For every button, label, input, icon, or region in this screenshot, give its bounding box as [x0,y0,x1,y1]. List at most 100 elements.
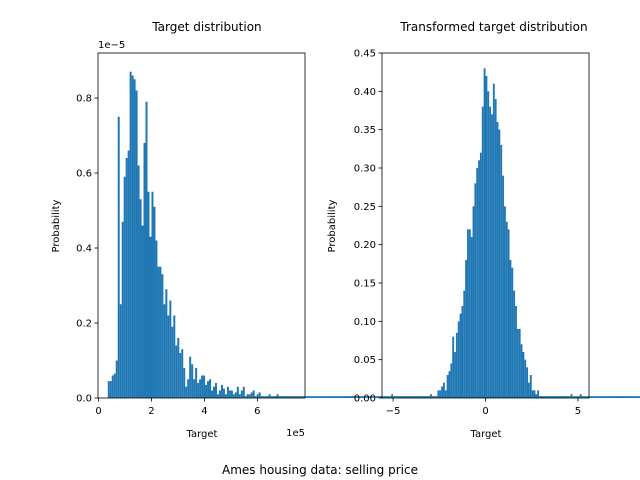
left-histogram-bar [419,396,422,399]
right-histogram-bar [454,352,456,398]
left-histogram-bar [411,396,414,399]
right-histogram-bar [529,375,532,398]
right-histogram-bar [500,145,503,398]
figure-suptitle: Ames housing data: selling price [222,463,418,477]
left-histogram-bar [314,396,317,399]
left-histogram-bar [159,266,162,398]
left-histogram-bar [318,396,321,399]
left-histogram-bar [181,349,184,398]
left-histogram-bar [187,379,190,398]
right-histogram-bar [516,329,519,398]
left-histogram-bar [369,396,372,399]
left-histogram-bar [125,158,128,398]
right-histogram-bar [522,352,525,398]
right-histogram-bar [459,313,462,398]
right-y-tick-label: 0.20 [354,240,376,251]
left-histogram-bar [421,396,424,399]
left-histogram-bar [270,396,273,399]
left-histogram-bar [413,396,416,399]
left-histogram-bar [171,326,174,398]
left-histogram-bar [147,191,150,398]
left-histogram-bar [137,165,140,398]
left-histogram-bar [121,221,124,398]
right-x-tick-label: −5 [386,406,401,417]
left-histogram-bar [242,386,245,398]
left-histogram-bar [115,360,118,398]
left-histogram-bar [149,236,152,398]
right-histogram-bar [391,394,394,398]
left-histogram-bar [312,396,315,399]
right-histogram-bar [463,290,466,398]
left-histogram-bar [427,396,430,399]
left-histogram-bar [324,396,327,399]
left-histogram-bar [131,75,134,398]
left-histogram-bar [113,373,116,399]
right-histogram-bar [503,206,506,398]
left-histogram-bar [260,396,263,399]
left-histogram-bar [359,396,362,399]
left-histogram-bar [610,396,613,399]
left-histogram-bar [205,384,208,399]
left-histogram-bar [143,143,146,398]
left-histogram-bar [238,394,241,398]
right-histogram-bar [448,371,451,398]
right-panel: Transformed target distribution −5 0 5 0.0… [327,20,590,440]
left-x-tick-label: 6 [254,406,260,417]
right-histogram-bar [444,390,447,398]
left-histogram-bar [244,396,247,399]
left-histogram-bar [334,396,337,399]
left-histogram-bar [141,225,144,398]
right-histogram-bar [465,260,468,398]
left-histogram-bar [350,396,352,399]
left-histogram-bar [278,396,281,399]
left-histogram-bar [544,396,547,399]
left-histogram-bar [383,396,386,399]
left-histogram-bar [107,381,110,399]
left-histogram-bar [576,396,579,399]
left-histogram-bar [123,176,126,398]
left-x-ticks: 0 2 4 6 [95,398,261,417]
left-histogram-bar [232,394,235,398]
left-y-ticks: 0.0 0.2 0.4 0.6 0.8 [76,94,98,405]
left-histogram-bar [145,101,148,398]
left-histogram-bar [129,71,132,398]
left-histogram-bar [169,300,172,398]
left-histogram-bar [385,396,388,399]
left-histogram-bar [415,396,418,399]
left-histogram-bar [258,392,261,399]
left-histogram-bar [308,396,311,399]
left-histogram-bar [556,396,559,399]
left-histogram-bar [218,390,221,398]
left-histogram-bar [302,396,305,399]
right-y-tick-label: 0.10 [354,317,376,328]
left-histogram-bar [109,381,112,399]
left-histogram-bar [284,396,287,399]
left-histogram-bar [582,396,585,399]
left-histogram-bar [389,396,392,399]
right-histogram-bar [446,375,449,398]
left-histogram-bar [236,386,239,398]
right-y-tick-label: 0.45 [354,49,376,60]
left-histogram-bar [189,356,192,398]
left-histogram-bar [300,396,303,399]
left-histogram-bar [133,79,136,398]
left-histogram-bar [288,396,291,399]
left-histogram-bar [177,338,180,398]
right-histogram-bar [437,390,440,398]
left-x-offset-text: 1e5 [286,428,305,439]
left-histogram-bar [554,396,557,399]
left-histogram-bar [207,381,210,399]
right-y-tick-label: 0.35 [354,125,376,136]
right-y-ticks: 0.00 0.05 0.10 0.15 0.20 0.25 0.30 0.35 0.40 0.45 [354,49,382,405]
right-histogram-bar [537,390,540,398]
left-histogram-bar [306,396,309,399]
left-y-offset-text: 1e−5 [98,40,125,51]
left-histogram-bar [348,396,350,399]
left-histogram-bar [433,396,436,399]
left-histogram-bar [209,379,212,398]
right-histogram-bar [474,183,477,398]
left-histogram-bar [127,150,130,398]
right-histogram-bar [439,390,442,398]
left-histogram-bar [298,396,301,399]
